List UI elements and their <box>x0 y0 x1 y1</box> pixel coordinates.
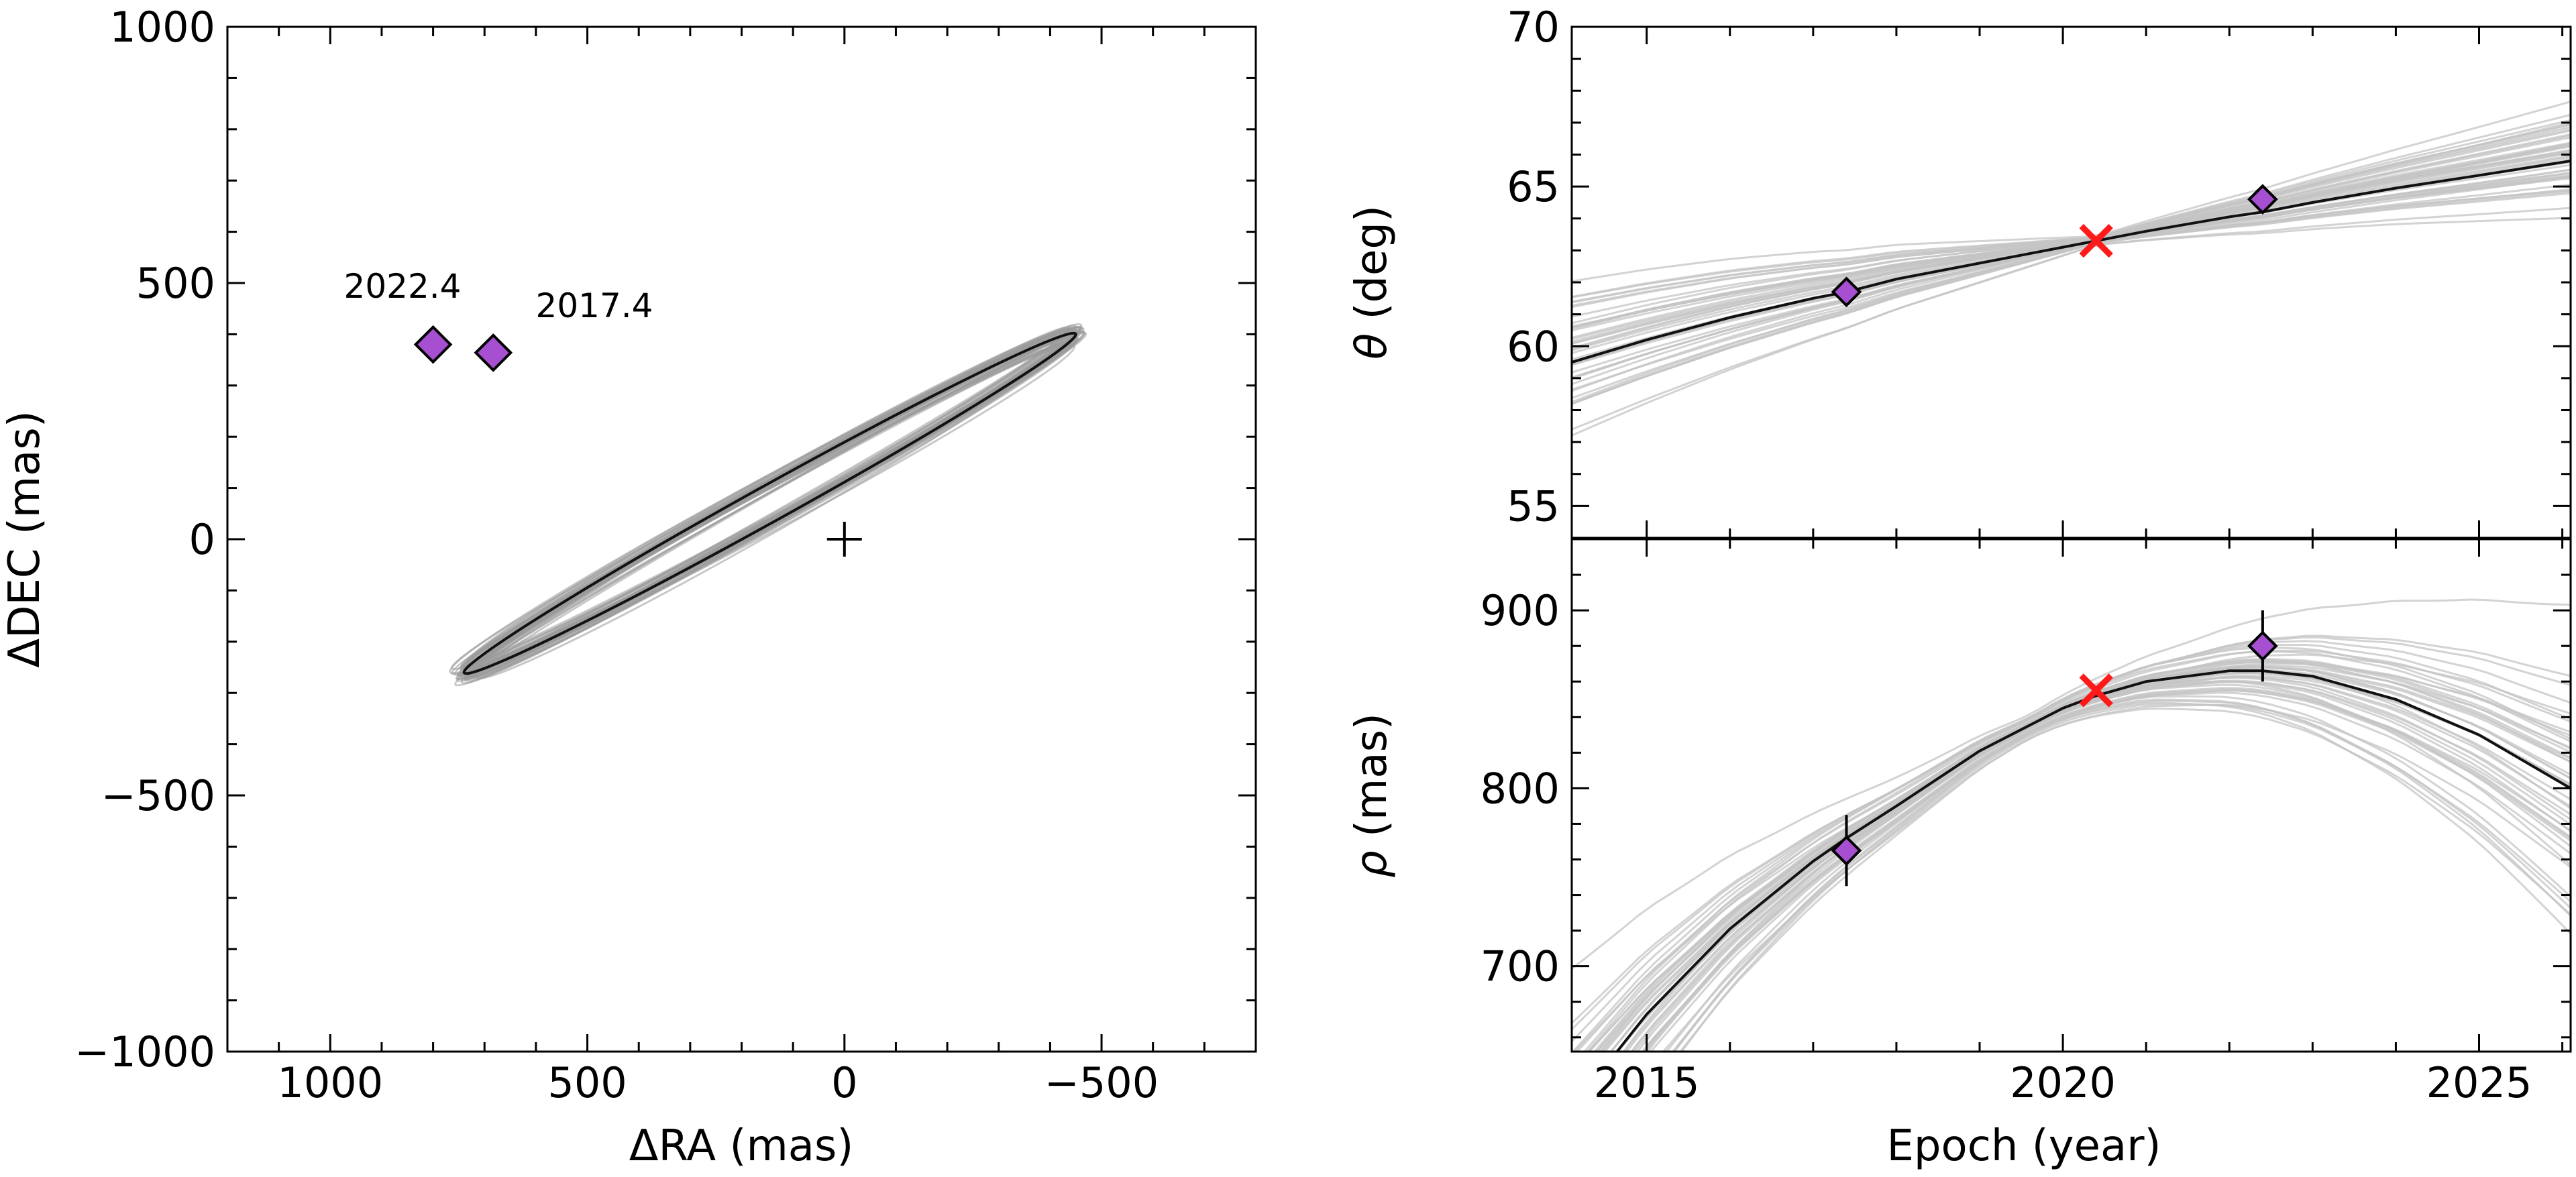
theta-best-fit-group <box>1572 160 2571 364</box>
theta-predicted-marker <box>2079 223 2113 258</box>
rho-sample-curve <box>1678 707 2571 1052</box>
theta-sample-curve <box>1572 142 2571 351</box>
rho-sample-curve <box>1601 666 2571 1052</box>
rho-plot-frame <box>1570 538 2572 1053</box>
sky-y-axis-label: ΔDEC (mas) <box>0 410 50 667</box>
theta-y-tick-label: 60 <box>1507 322 1560 371</box>
rho-sample-curve <box>1622 668 2571 1052</box>
theta-sample-curve <box>1572 142 2571 329</box>
theta-point-2022 <box>2247 184 2278 215</box>
rho-sample-curve <box>1587 662 2571 1052</box>
rho-best-fit-group <box>1615 669 2571 1052</box>
sky-y-tick-label: −1000 <box>74 1027 215 1076</box>
rho-y-tick-label: 700 <box>1481 942 1560 991</box>
sky-x-tick-label: 1000 <box>277 1058 383 1107</box>
best-fit-orbit-group <box>462 331 1077 675</box>
rho-x-tick-label: 2020 <box>2010 1058 2116 1107</box>
rho-sample-curve <box>1609 665 2571 1052</box>
sky-x-axis-label: ΔRA (mas) <box>629 1121 854 1171</box>
sky-y-tick-label: 1000 <box>109 3 215 52</box>
rho-sample-curve <box>1672 703 2571 1052</box>
sample-orbit <box>459 337 1079 671</box>
rho-sample-curve <box>1642 687 2571 1052</box>
best-fit-orbit <box>462 331 1077 675</box>
rho-predicted-marker <box>2079 673 2113 708</box>
sky-x-tick-label: 500 <box>547 1058 627 1107</box>
rho-x-tick-label: 2025 <box>2426 1058 2532 1107</box>
theta-unit: (deg) <box>1347 205 1397 333</box>
point-label-2022: 2022.4 <box>344 267 462 306</box>
rho-ticks: 2015 2020 2025 700 800 900 <box>1481 538 2571 1107</box>
theta-sample-curve <box>1572 119 2571 298</box>
theta-panel: 55 60 65 70 θ (deg) <box>1347 3 2572 539</box>
theta-point-2017 <box>1831 276 1862 308</box>
rho-sample-curve <box>1593 658 2571 1052</box>
theta-sample-curve <box>1572 133 2571 329</box>
rho-sample-curve <box>1630 680 2571 1052</box>
rho-point-2017 <box>1831 835 1862 866</box>
rho-x-tick-label: 2015 <box>1594 1058 1700 1107</box>
rho-point-2022 <box>2247 630 2278 661</box>
rho-sample-curves <box>1572 598 2571 1052</box>
rho-points <box>1831 610 2278 887</box>
theta-y-tick-label: 70 <box>1507 3 1560 52</box>
theta-sample-curve <box>1572 207 2571 437</box>
theta-y-axis-label: θ (deg) <box>1347 205 1397 359</box>
sky-x-tick-label: −500 <box>1044 1058 1159 1107</box>
rho-y-tick-label: 800 <box>1481 764 1560 813</box>
rho-sample-curve <box>1609 669 2571 1052</box>
sky-y-tick-label: −500 <box>101 771 215 820</box>
theta-sample-curve <box>1572 101 2571 282</box>
rho-panel: 2015 2020 2025 700 800 900 Epoch (year) ρ (ma… <box>1347 538 2572 1171</box>
rho-x-axis-label: Epoch (year) <box>1886 1121 2161 1171</box>
theta-sample-curve <box>1572 190 2571 405</box>
rho-sample-curve <box>1617 675 2571 1052</box>
rho-sample-curve <box>1665 695 2571 1052</box>
sample-orbits <box>449 323 1087 687</box>
theta-sample-curve <box>1572 168 2571 386</box>
rho-unit: (mas) <box>1347 713 1397 850</box>
rho-y-tick-label: 900 <box>1481 586 1560 635</box>
rho-sample-curve <box>1572 643 2571 1052</box>
sky-ticks: 1000 500 0 −500 1000 500 0 −500 −1000 <box>74 3 1256 1107</box>
sample-orbit <box>460 337 1079 667</box>
theta-sample-curves <box>1572 101 2571 437</box>
rho-sample-curve <box>1599 661 2571 1052</box>
theta-points <box>1831 184 2278 308</box>
theta-plot-frame <box>1570 25 2572 539</box>
theta-y-tick-label: 65 <box>1507 162 1560 211</box>
rho-symbol: ρ <box>1347 850 1397 878</box>
sky-points <box>413 325 862 557</box>
theta-sample-curve <box>1572 128 2571 307</box>
sky-point-2017 <box>474 333 513 372</box>
theta-symbol: θ <box>1347 333 1397 359</box>
theta-ticks: 55 60 65 70 <box>1507 3 2571 539</box>
theta-sample-curve <box>1572 158 2571 366</box>
sky-point-2022 <box>413 325 453 364</box>
rho-best-fit-line <box>1615 669 2571 1052</box>
sky-y-tick-label: 0 <box>189 515 215 564</box>
primary-star-marker <box>826 522 862 557</box>
theta-y-tick-label: 55 <box>1507 482 1560 530</box>
rho-sample-curve <box>1572 598 2571 970</box>
sample-orbit <box>450 331 1086 671</box>
sky-y-tick-label: 500 <box>136 259 215 308</box>
sky-x-tick-label: 0 <box>831 1058 857 1107</box>
sample-orbit <box>460 343 1068 669</box>
rho-sample-curve <box>1600 659 2571 1052</box>
rho-y-axis-label: ρ (mas) <box>1347 713 1397 878</box>
theta-best-fit-line <box>1572 160 2571 364</box>
point-label-2017: 2017.4 <box>536 286 653 325</box>
